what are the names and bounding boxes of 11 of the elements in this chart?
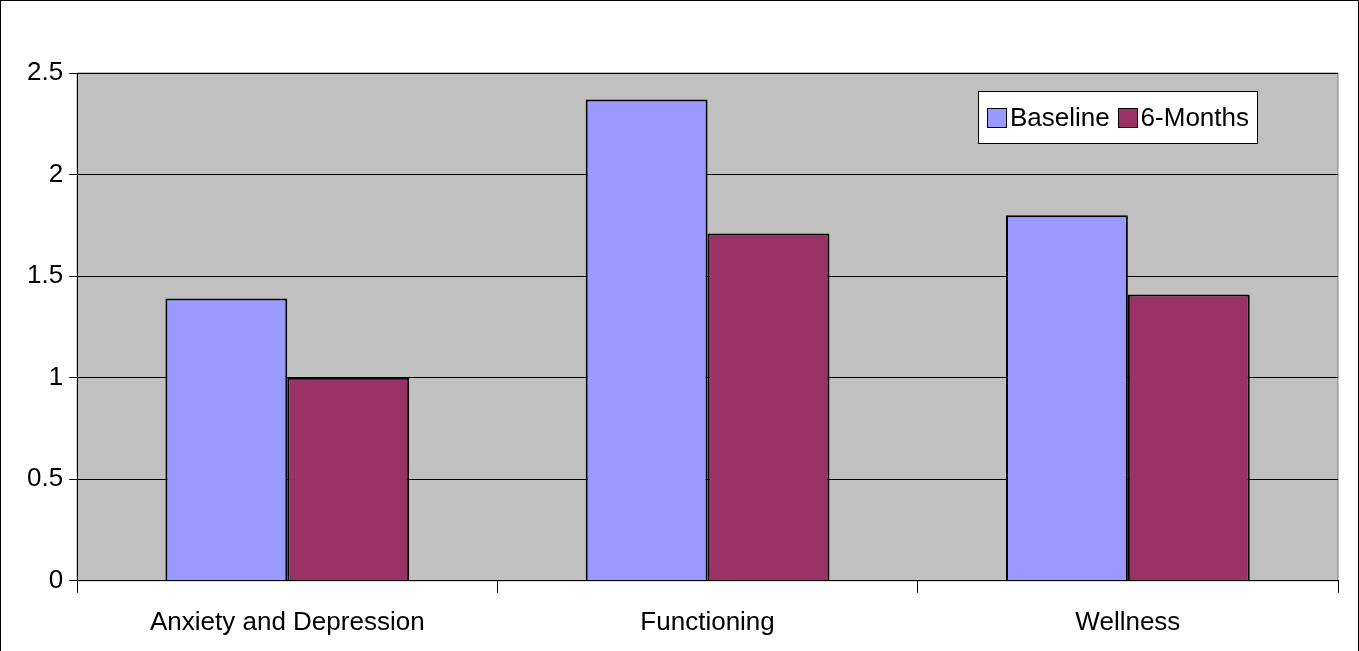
legend-label: Baseline: [1009, 102, 1110, 133]
y-tick-label: 2.5: [26, 56, 64, 87]
y-tick-label: 1: [48, 360, 64, 391]
y-tick-label: 1.5: [26, 259, 64, 290]
x-tick-label: Wellness: [1075, 605, 1181, 636]
y-tick-label: 0: [48, 563, 64, 594]
x-tick-label: Anxiety and Depression: [149, 605, 425, 636]
legend-label: 6-Months: [1140, 102, 1249, 133]
x-tick-label: Functioning: [640, 605, 775, 636]
y-tick-label: 0.5: [26, 462, 64, 493]
y-tick-label: 2: [48, 157, 64, 188]
